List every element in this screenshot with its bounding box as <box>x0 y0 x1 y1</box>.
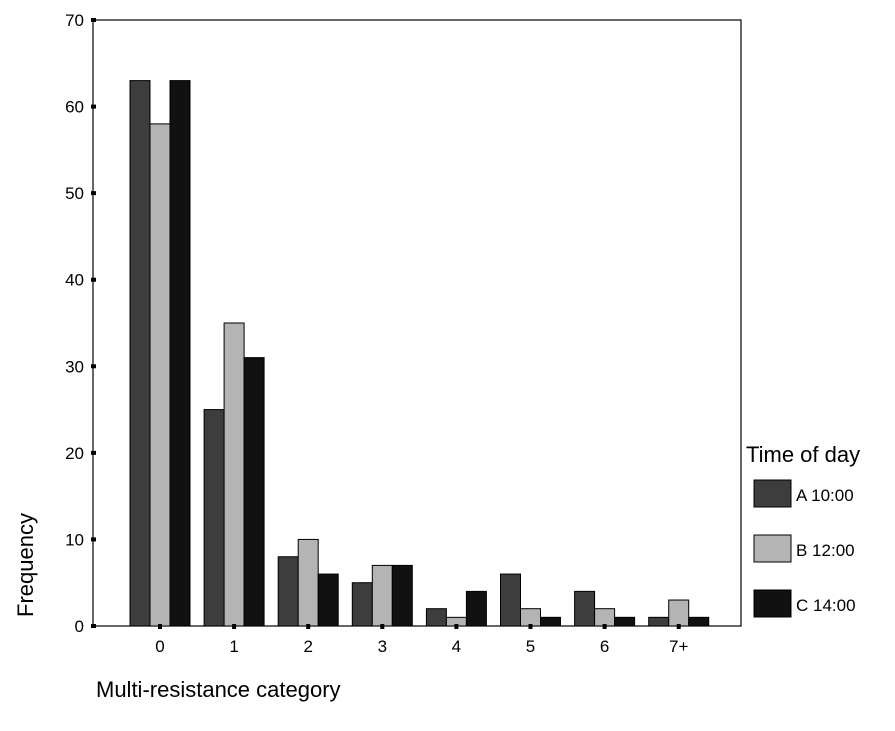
y-tick <box>91 18 96 22</box>
bar-c-cat-7+ <box>688 616 710 627</box>
y-tick <box>91 450 96 455</box>
bar-b-cat-2 <box>297 538 319 627</box>
y-tick-label: 50 <box>65 184 84 203</box>
x-tick-label: 5 <box>526 637 535 656</box>
x-axis-title: Multi-resistance category <box>96 677 341 702</box>
legend-swatch <box>753 589 792 618</box>
bar-a-cat-1 <box>203 409 225 627</box>
y-tick-label: 60 <box>65 98 84 117</box>
x-tick <box>528 624 533 629</box>
y-axis: 0 10 20 30 40 50 60 70 <box>65 11 96 636</box>
bar-a-cat-6 <box>574 590 596 627</box>
y-tick-label: 10 <box>65 530 84 549</box>
bar-b-cat-0 <box>149 123 171 627</box>
x-tick-label: 0 <box>155 637 164 656</box>
legend-swatch <box>753 479 792 508</box>
bar-b-cat-7+ <box>668 599 690 627</box>
y-tick <box>91 624 96 628</box>
bar-c-cat-1 <box>243 357 265 627</box>
bar-c-cat-6 <box>614 616 636 627</box>
bar-a-cat-0 <box>129 80 151 627</box>
x-tick-label: 6 <box>600 637 609 656</box>
legend-label: B 12:00 <box>796 541 855 560</box>
bar-a-cat-3 <box>351 582 373 627</box>
bar-c-cat-4 <box>465 590 487 627</box>
y-tick-label: 20 <box>65 444 84 463</box>
bar-a-cat-5 <box>500 573 521 627</box>
legend-label: C 14:00 <box>796 596 856 615</box>
legend-swatch <box>753 534 792 563</box>
x-tick <box>676 624 681 629</box>
x-tick-label: 7+ <box>669 637 688 656</box>
y-tick <box>91 364 96 369</box>
bar-c-cat-3 <box>391 564 413 627</box>
x-tick-label: 4 <box>452 637 461 656</box>
legend-label: A 10:00 <box>796 486 854 505</box>
bar-a-cat-7+ <box>648 616 670 627</box>
x-tick <box>232 624 237 629</box>
bar-c-cat-5 <box>540 616 561 627</box>
bar-a-cat-2 <box>277 556 299 627</box>
y-tick <box>91 191 96 196</box>
y-tick <box>91 104 96 109</box>
legend: A 10:00 B 12:00 C 14:00 <box>753 479 856 618</box>
y-tick-label: 70 <box>65 11 84 30</box>
y-axis-title: Frequency <box>13 513 38 617</box>
y-tick <box>91 277 96 282</box>
y-tick-label: 40 <box>65 271 84 290</box>
y-tick <box>91 537 96 542</box>
bars <box>129 80 710 627</box>
x-tick-label: 2 <box>303 637 312 656</box>
x-tick-label: 3 <box>378 637 387 656</box>
plot-frame <box>92 19 742 627</box>
bar-c-cat-0 <box>169 80 191 627</box>
x-tick <box>454 624 459 629</box>
bar-b-cat-5 <box>520 608 541 627</box>
bar-c-cat-2 <box>317 573 339 627</box>
x-tick <box>602 624 607 629</box>
x-tick <box>158 624 162 629</box>
bar-b-cat-6 <box>594 608 616 627</box>
x-tick-label: 1 <box>229 637 238 656</box>
bar-a-cat-4 <box>425 608 447 627</box>
x-axis: 0 1 2 3 4 5 6 7+ <box>155 624 688 656</box>
x-tick <box>380 624 385 629</box>
bar-b-cat-1 <box>223 322 245 627</box>
y-tick-label: 0 <box>75 617 84 636</box>
x-tick <box>306 624 311 629</box>
legend-title: Time of day <box>746 442 860 467</box>
y-tick-label: 30 <box>65 357 84 376</box>
bar-b-cat-3 <box>371 564 393 627</box>
